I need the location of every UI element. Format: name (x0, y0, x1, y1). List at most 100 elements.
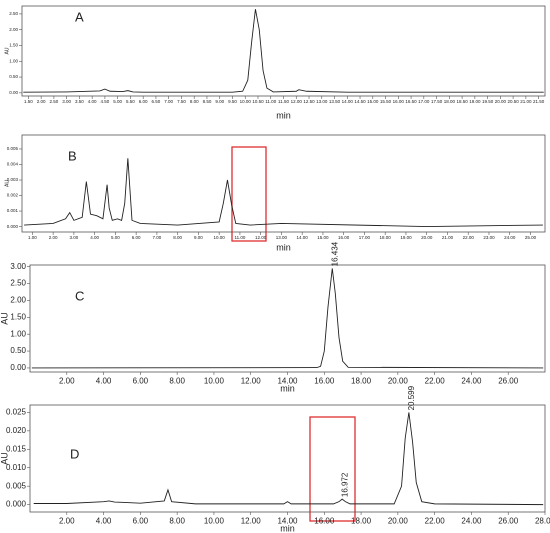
x-tick-label: 10.50 (252, 99, 264, 104)
x-tick-label: 6.00 (133, 517, 149, 526)
x-tick-label: 11.00 (234, 235, 245, 240)
x-tick-label: 9.00 (215, 99, 224, 104)
highlight-box (231, 146, 267, 242)
x-tick-label: 19.00 (400, 235, 412, 240)
x-tick-label: 25.00 (525, 235, 537, 240)
x-tick-label: 16.00 (314, 377, 335, 386)
y-tick-label: 1.50 (10, 312, 26, 321)
x-tick-label: 1.50 (24, 99, 33, 104)
x-tick-label: 3.00 (70, 235, 79, 240)
x-tick-label: 20.50 (507, 99, 519, 104)
x-tick-label: 20.00 (421, 235, 433, 240)
x-tick-label: 10.00 (204, 377, 225, 386)
y-axis-title: AU (4, 180, 10, 187)
x-tick-label: 7.00 (164, 99, 173, 104)
y-tick-label: 1.00 (9, 58, 18, 63)
x-tick-label: 11.50 (278, 99, 289, 104)
plot-frame (21, 134, 546, 233)
x-tick-label: 2.00 (59, 377, 75, 386)
y-tick-label: 3.00 (10, 262, 26, 271)
x-tick-label: 5.00 (111, 235, 120, 240)
x-tick-label: 12.00 (241, 517, 262, 526)
x-tick-label: 16.00 (314, 517, 335, 526)
x-tick-label: 12.50 (303, 99, 315, 104)
x-tick-label: 8.00 (169, 377, 185, 386)
x-tick-label: 11.00 (265, 99, 276, 104)
x-tick-label: 24.00 (461, 517, 482, 526)
x-tick-label: 14.50 (354, 99, 366, 104)
x-tick-label: 28.00 (535, 517, 550, 526)
x-tick-label: 26.00 (498, 517, 519, 526)
x-tick-label: 18.00 (444, 99, 456, 104)
y-tick-label: 0.020 (6, 426, 27, 435)
x-tick-label: 14.00 (277, 517, 298, 526)
x-tick-label: 16.00 (338, 235, 350, 240)
x-tick-label: 12.00 (291, 99, 303, 104)
x-tick-label: 4.50 (101, 99, 110, 104)
x-tick-label: 5.50 (126, 99, 135, 104)
x-tick-label: 21.00 (520, 99, 532, 104)
x-axis-title: min (276, 110, 291, 120)
x-tick-label: 13.50 (329, 99, 341, 104)
y-tick-label: 0.000 (6, 500, 27, 509)
y-axis-title: AU (4, 47, 10, 54)
y-tick-label: 0.025 (6, 407, 27, 416)
x-tick-label: 18.50 (456, 99, 468, 104)
y-tick-label: 2.50 (10, 279, 26, 288)
y-tick-label: 0.003 (7, 177, 19, 182)
y-axis-title: AU (0, 312, 9, 325)
x-tick-label: 8.50 (203, 99, 212, 104)
x-tick-label: 14.00 (342, 99, 354, 104)
x-tick-label: 24.00 (504, 235, 516, 240)
plot-frame (29, 264, 546, 373)
x-tick-label: 20.00 (495, 99, 507, 104)
trace (24, 158, 543, 228)
x-axis-title: min (280, 383, 295, 393)
x-tick-label: 22.00 (463, 235, 475, 240)
plot-frame (29, 404, 546, 513)
x-tick-label: 2.00 (37, 99, 46, 104)
x-tick-label: 10.00 (214, 235, 226, 240)
x-tick-label: 7.00 (153, 235, 162, 240)
x-tick-label: 4.00 (96, 517, 112, 526)
x-tick-label: 17.00 (418, 99, 430, 104)
x-tick-label: 8.00 (173, 235, 182, 240)
x-tick-label: 15.00 (367, 99, 379, 104)
x-tick-label: 3.00 (62, 99, 71, 104)
y-tick-label: 0.00 (10, 363, 26, 372)
peak-label: 16.434 (330, 241, 339, 266)
y-tick-label: 0.005 (7, 146, 19, 151)
x-tick-label: 12.00 (241, 377, 262, 386)
x-tick-label: 23.00 (483, 235, 495, 240)
x-tick-label: 22.00 (425, 517, 446, 526)
x-tick-label: 18.00 (380, 235, 392, 240)
x-axis-title: min (276, 242, 291, 252)
x-tick-label: 8.00 (190, 99, 199, 104)
peak-label: 20.599 (407, 385, 416, 410)
x-tick-label: 26.00 (498, 377, 519, 386)
peak-label: 16.972 (340, 472, 349, 497)
x-tick-label: 24.00 (461, 377, 482, 386)
y-tick-label: 2.00 (9, 27, 18, 32)
y-tick-label: 1.50 (9, 43, 18, 48)
y-tick-label: 0.002 (7, 193, 19, 198)
x-tick-label: 19.50 (482, 99, 494, 104)
plot-frame (21, 5, 546, 97)
x-tick-label: 2.00 (49, 235, 58, 240)
trace (33, 412, 544, 506)
x-tick-label: 12.00 (255, 235, 267, 240)
x-tick-label: 5.00 (113, 99, 122, 104)
x-tick-label: 20.00 (388, 517, 409, 526)
y-tick-label: 0.004 (7, 162, 19, 167)
panel-label: D (70, 446, 79, 461)
x-tick-label: 19.00 (469, 99, 481, 104)
x-tick-label: 6.00 (133, 377, 149, 386)
x-tick-label: 7.50 (177, 99, 186, 104)
x-tick-label: 15.50 (380, 99, 392, 104)
x-tick-label: 1.00 (28, 235, 37, 240)
x-tick-label: 14.00 (277, 377, 298, 386)
x-tick-label: 15.00 (317, 235, 329, 240)
x-tick-label: 16.00 (393, 99, 405, 104)
x-tick-label: 13.00 (316, 99, 328, 104)
